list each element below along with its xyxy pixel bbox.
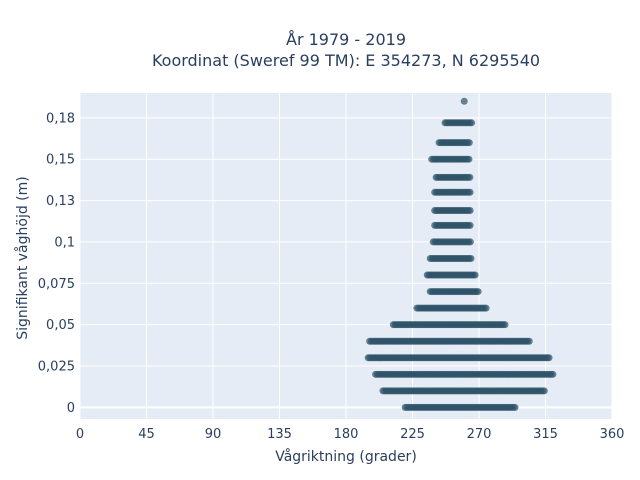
data-point xyxy=(471,271,479,279)
y-tick-label: 0,025 xyxy=(38,360,75,375)
data-point xyxy=(525,337,533,345)
data-points xyxy=(364,97,557,411)
point-band xyxy=(389,321,509,329)
point-band xyxy=(441,119,476,127)
data-point xyxy=(482,304,490,312)
point-band xyxy=(413,304,490,312)
grid-lines xyxy=(79,93,613,419)
data-point xyxy=(474,288,482,296)
x-tick-label: 315 xyxy=(533,427,558,442)
y-tick-label: 0,13 xyxy=(46,194,75,209)
x-tick-label: 225 xyxy=(400,427,425,442)
point-band xyxy=(431,188,474,196)
x-axis-label: Vågriktning (grader) xyxy=(275,448,417,465)
data-point xyxy=(466,173,474,181)
data-point xyxy=(540,387,548,395)
point-band xyxy=(432,173,474,181)
data-point xyxy=(511,403,519,411)
x-tick-label: 360 xyxy=(600,427,625,442)
point-band xyxy=(401,403,519,411)
y-tick-labels: 0 0,025 0,05 0,075 0,1 0,13 0,15 0,18 xyxy=(38,111,75,416)
point-band xyxy=(460,97,468,105)
data-point xyxy=(466,238,474,246)
x-tick-label: 45 xyxy=(138,427,155,442)
x-tick-label: 180 xyxy=(334,427,359,442)
point-band xyxy=(423,271,479,279)
y-tick-label: 0,05 xyxy=(46,318,75,333)
data-point xyxy=(460,97,468,105)
x-tick-label: 270 xyxy=(467,427,492,442)
chart-title-line2: Koordinat (Sweref 99 TM): E 354273, N 62… xyxy=(152,51,540,70)
x-tick-label: 135 xyxy=(267,427,292,442)
x-tick-label: 90 xyxy=(205,427,222,442)
data-point xyxy=(466,206,474,214)
data-point xyxy=(468,119,476,127)
data-point xyxy=(465,139,473,147)
point-band xyxy=(364,354,553,362)
point-band xyxy=(379,387,548,395)
y-axis-label: Signifikant våghöjd (m) xyxy=(14,176,31,339)
point-band xyxy=(426,254,475,262)
point-band xyxy=(372,370,557,378)
x-tick-labels: 0 45 90 135 180 225 270 315 360 xyxy=(76,427,625,442)
point-band xyxy=(366,337,533,345)
chart-title-line1: År 1979 - 2019 xyxy=(286,30,406,49)
data-point xyxy=(545,354,553,362)
point-band xyxy=(431,221,474,229)
data-point xyxy=(501,321,509,329)
point-band xyxy=(431,206,474,214)
data-point xyxy=(465,155,473,163)
data-point xyxy=(549,370,557,378)
data-point xyxy=(466,188,474,196)
y-tick-label: 0,18 xyxy=(46,111,75,126)
y-tick-label: 0,075 xyxy=(38,277,75,292)
y-tick-label: 0,15 xyxy=(46,153,75,168)
x-tick-label: 0 xyxy=(76,427,84,442)
point-band xyxy=(429,238,474,246)
y-tick-label: 0,1 xyxy=(54,235,75,250)
data-point xyxy=(466,221,474,229)
point-band xyxy=(435,139,473,147)
point-band xyxy=(428,155,473,163)
data-point xyxy=(467,254,475,262)
point-band xyxy=(426,288,482,296)
y-tick-label: 0 xyxy=(67,401,75,416)
